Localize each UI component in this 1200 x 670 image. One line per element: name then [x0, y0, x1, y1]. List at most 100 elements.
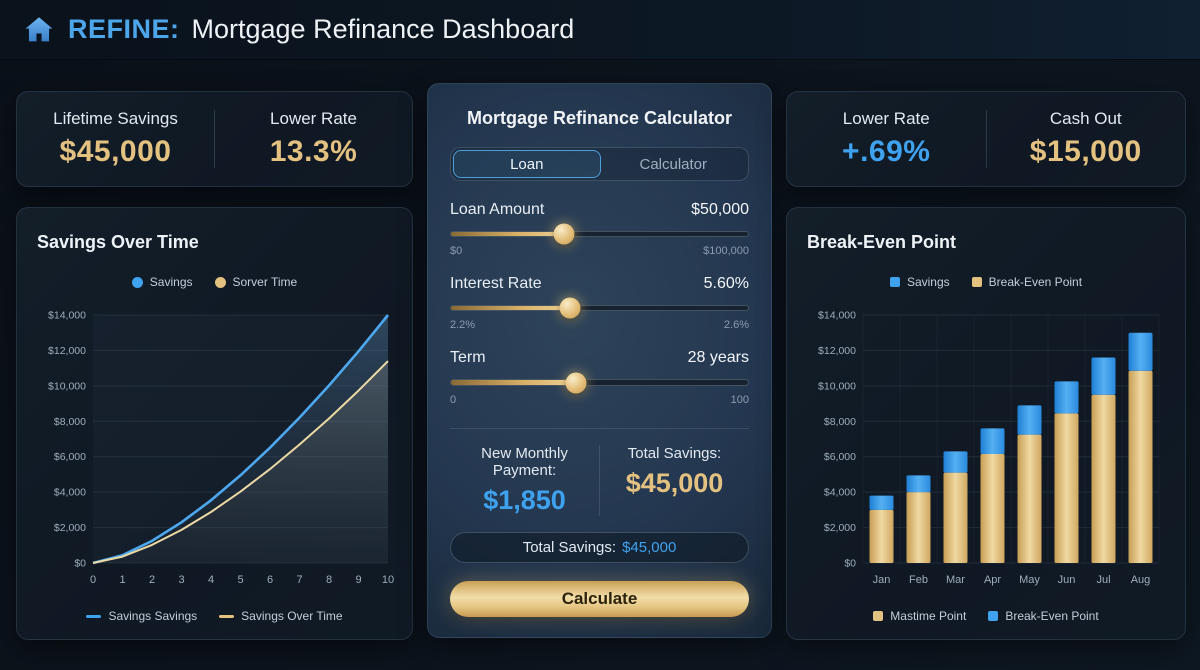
interest-rate-label: Interest Rate — [450, 275, 542, 293]
interest-rate-slider[interactable] — [450, 297, 749, 319]
stat-divider — [214, 110, 215, 168]
loan-amount-slider-thumb[interactable] — [553, 223, 575, 245]
svg-text:$14,000: $14,000 — [48, 310, 86, 322]
svg-text:$10,000: $10,000 — [818, 380, 856, 392]
bar-may — [1017, 405, 1042, 563]
mastime-point-square — [873, 611, 884, 621]
svg-text:$6,000: $6,000 — [824, 451, 856, 463]
savings-over-time-card: Savings Over Time Savings Sorver Time $0… — [16, 207, 413, 640]
lifetime-savings-stat-card: Lifetime Savings $45,000 Lower Rate 13.3… — [16, 91, 413, 187]
bar-jul — [1091, 357, 1116, 563]
sorver-legend-dot — [214, 276, 226, 288]
stat-cash-out: Cash Out $15,000 — [1029, 109, 1142, 168]
interest-rate-slider-thumb[interactable] — [559, 297, 581, 319]
svg-text:$6,000: $6,000 — [54, 451, 86, 463]
page-title: Mortgage Refinance Dashboard — [191, 14, 575, 44]
svg-text:6: 6 — [267, 574, 273, 586]
term-value: 28 years — [687, 349, 749, 367]
svg-text:May: May — [1019, 574, 1040, 586]
interest-rate-value: 5.60% — [703, 275, 749, 293]
term-label: Term — [450, 349, 486, 367]
calculator-title: Mortgage Refinance Calculator — [466, 108, 733, 128]
results-divider — [450, 427, 749, 429]
bar-aug — [1128, 332, 1153, 563]
break-even-bottom-legend: Mastime Point Break-Even Point — [807, 609, 1165, 623]
savings-chart-bottom-legend: Savings Savings Savings Over Time — [37, 609, 392, 623]
loan-amount-slider[interactable] — [450, 223, 749, 245]
svg-text:$2,000: $2,000 — [54, 522, 86, 534]
svg-text:$8,000: $8,000 — [54, 416, 86, 428]
savings-chart-title: Savings Over Time — [37, 232, 199, 252]
svg-text:$2,000: $2,000 — [824, 522, 856, 534]
break-even-point-card: Break-Even Point Savings Break-Even Poin… — [786, 207, 1186, 640]
savings-legend-square — [889, 277, 900, 287]
loan-amount-min: $0 — [450, 245, 463, 258]
break-even-chart-title: Break-Even Point — [807, 232, 957, 252]
svg-text:$8,000: $8,000 — [824, 416, 856, 428]
stat-divider — [985, 110, 987, 168]
svg-text:$4,000: $4,000 — [824, 487, 856, 499]
svg-text:8: 8 — [326, 574, 332, 586]
svg-text:Mar: Mar — [946, 574, 965, 586]
bar-feb — [906, 475, 931, 563]
svg-text:Aug: Aug — [1131, 574, 1151, 586]
svg-text:$0: $0 — [844, 558, 856, 570]
svg-text:$0: $0 — [74, 558, 86, 570]
svg-text:2: 2 — [149, 574, 155, 586]
svg-text:9: 9 — [355, 574, 361, 586]
interest-rate-max: 2.6% — [723, 319, 749, 332]
break-even-legend-square — [971, 277, 982, 287]
svg-text:Feb: Feb — [909, 574, 928, 586]
break-even-point-square — [988, 611, 999, 621]
loan-amount-value: $50,000 — [691, 201, 749, 219]
svg-text:Jul: Jul — [1096, 574, 1110, 586]
results-section: New Monthly Payment: $1,850 Total Saving… — [450, 444, 749, 516]
svg-text:10: 10 — [382, 574, 394, 586]
bar-jan — [869, 495, 894, 563]
svg-text:0: 0 — [90, 574, 96, 586]
svg-text:5: 5 — [237, 574, 243, 586]
loan-amount-label: Loan Amount — [450, 201, 545, 219]
tab-loan[interactable]: Loan — [453, 150, 601, 179]
savings-over-time-dash — [219, 614, 235, 618]
svg-text:$12,000: $12,000 — [48, 345, 86, 357]
calculate-button[interactable]: Calculate — [450, 581, 749, 617]
brand-text: REFINE: — [68, 14, 180, 44]
break-even-top-legend: Savings Break-Even Point — [807, 275, 1165, 289]
svg-text:Jan: Jan — [873, 574, 891, 586]
svg-text:4: 4 — [208, 574, 214, 586]
svg-text:Apr: Apr — [984, 574, 1001, 586]
svg-text:$10,000: $10,000 — [48, 380, 86, 392]
svg-text:$14,000: $14,000 — [818, 310, 856, 322]
house-icon — [25, 16, 53, 41]
rate-cashout-stat-card: Lower Rate +.69% Cash Out $15,000 — [786, 91, 1186, 187]
svg-text:$12,000: $12,000 — [818, 345, 856, 357]
term-slider[interactable] — [450, 372, 749, 393]
savings-line-chart: $0 $2,000 $4,000 $6,000 $8,000 $10,000 $12,000… — [48, 310, 394, 587]
svg-text:1: 1 — [119, 574, 125, 586]
total-savings-label: Total Savings: — [627, 444, 722, 462]
app-header: REFINE: Mortgage Refinance Dashboard — [0, 0, 1200, 60]
stat-lifetime-savings: Lifetime Savings $45,000 — [53, 109, 178, 168]
term-slider-thumb[interactable] — [565, 372, 587, 393]
calculator-tab-bar: Loan Calculator — [450, 147, 749, 182]
svg-text:7: 7 — [296, 574, 302, 586]
term-min: 0 — [450, 393, 457, 406]
bar-mar — [943, 451, 968, 563]
bar-jun — [1054, 381, 1079, 563]
savings-legend-dot — [131, 276, 143, 288]
savings-savings-dash — [86, 614, 102, 618]
tab-calculator[interactable]: Calculator — [639, 155, 708, 173]
term-max: 100 — [730, 393, 749, 406]
bar-apr — [980, 428, 1005, 563]
svg-text:$4,000: $4,000 — [54, 487, 86, 499]
interest-rate-min: 2.2% — [450, 319, 476, 332]
break-even-bar-chart: $0 $2,000 $4,000 $6,000 $8,000 $10,000 $12,000… — [818, 310, 1160, 586]
stat-lower-rate-left: Lower Rate 13.3% — [269, 109, 358, 168]
monthly-payment-value: $1,850 — [483, 484, 566, 515]
monthly-payment-label: New Monthly Payment: — [481, 444, 568, 479]
total-savings-value: $45,000 — [625, 467, 724, 498]
svg-text:Jun: Jun — [1058, 574, 1076, 586]
svg-text:3: 3 — [178, 574, 184, 586]
stat-lower-rate-right: Lower Rate +.69% — [842, 109, 931, 168]
